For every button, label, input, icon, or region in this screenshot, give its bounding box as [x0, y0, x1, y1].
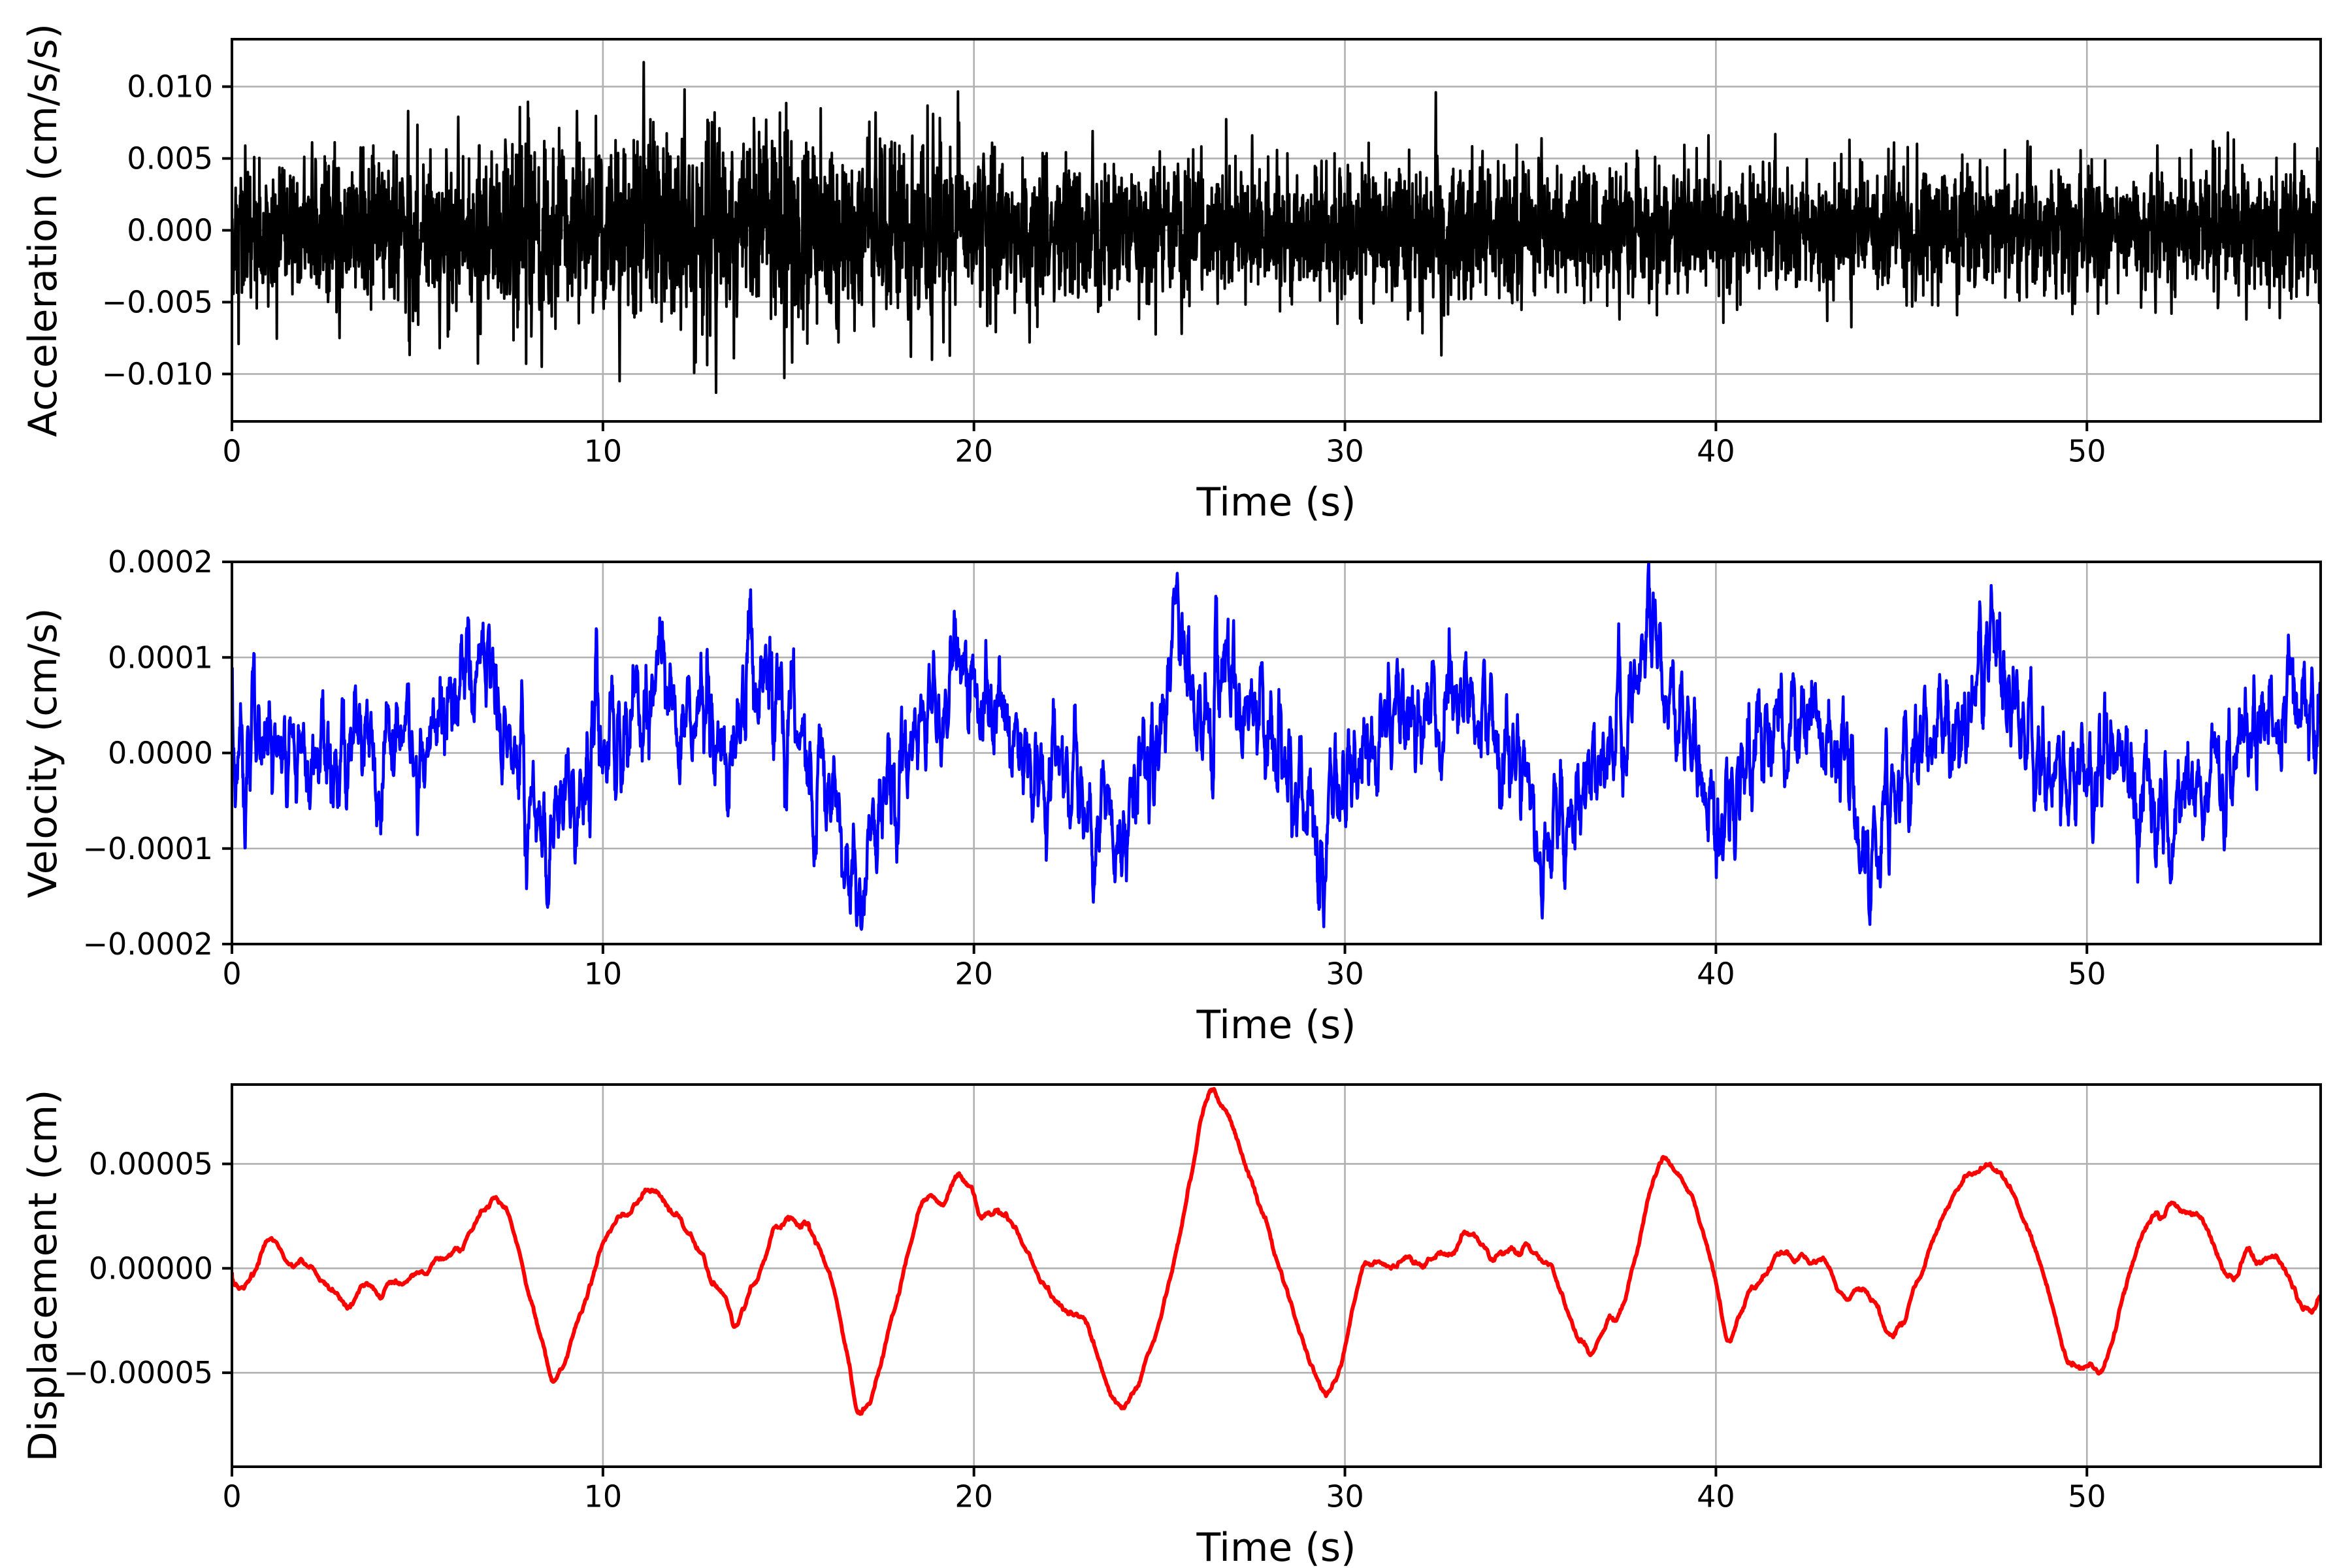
displacement-trace	[232, 1086, 2321, 1416]
x-axis-tick-label: 40	[1697, 956, 1735, 991]
x-axis-label: Time (s)	[1196, 1525, 1356, 1568]
x-axis-tick-label: 30	[1326, 1478, 1364, 1514]
x-axis-tick-label: 10	[584, 1478, 623, 1514]
y-axis-label: Acceleration (cm/s/s)	[20, 24, 66, 437]
x-axis-tick-label: 0	[222, 956, 241, 991]
x-axis-tick-label: 50	[2068, 1478, 2106, 1514]
y-axis-tick-label: 0.0002	[108, 544, 213, 580]
y-axis-label: Displacement (cm)	[20, 1090, 66, 1462]
y-axis-tick-label: 0.010	[127, 69, 213, 105]
axes-frame	[231, 1083, 2322, 1468]
y-axis-label: Velocity (cm/s)	[20, 608, 66, 898]
x-axis-label: Time (s)	[1196, 1002, 1356, 1048]
velocity-trace	[232, 562, 2321, 931]
x-axis-tick-label: 30	[1326, 433, 1364, 468]
y-axis-tick-label: −0.005	[102, 284, 213, 319]
panel-acceleration: 0 10 20 30 40 50 0.010 0.005 0.000 −0.005 −0.010 Ac…	[20, 24, 2322, 525]
y-axis-tick-label: 0.005	[127, 141, 213, 176]
y-axis-tick-label: −0.0001	[83, 831, 214, 866]
y-axis-tick-label: 0.000	[127, 213, 213, 248]
y-axis-tick-label: 0.0000	[108, 736, 213, 771]
y-axis-tick-label: −0.0002	[83, 926, 214, 962]
acceleration-trace	[232, 61, 2321, 394]
x-axis-tick-label: 0	[222, 1478, 241, 1514]
x-axis-tick-label: 0	[222, 433, 241, 468]
panel-velocity: 0 10 20 30 40 50 0.0002 0.0001 0.0000 −0.0001 −0.0…	[20, 544, 2322, 1048]
panel-displacement: 0 10 20 30 40 50 0.00005 0.00000 −0.00005Displac…	[20, 1083, 2322, 1568]
x-axis-tick-label: 40	[1697, 433, 1735, 468]
y-axis-tick-label: −0.00005	[63, 1355, 213, 1390]
x-axis-label: Time (s)	[1196, 480, 1356, 525]
x-axis-tick-label: 10	[584, 956, 623, 991]
x-axis-tick-label: 40	[1697, 1478, 1735, 1514]
x-axis-tick-label: 20	[955, 1478, 993, 1514]
x-axis-tick-label: 10	[584, 433, 623, 468]
x-axis-tick-label: 20	[955, 433, 993, 468]
y-axis-tick-label: 0.00005	[89, 1146, 213, 1181]
x-axis-tick-label: 50	[2068, 956, 2106, 991]
x-axis-tick-label: 20	[955, 956, 993, 991]
y-axis-tick-label: 0.00000	[89, 1250, 213, 1286]
x-axis-tick-label: 50	[2068, 433, 2106, 468]
y-axis-tick-label: 0.0001	[108, 640, 213, 675]
x-axis-tick-label: 30	[1326, 956, 1364, 991]
y-axis-tick-label: −0.010	[102, 356, 213, 391]
